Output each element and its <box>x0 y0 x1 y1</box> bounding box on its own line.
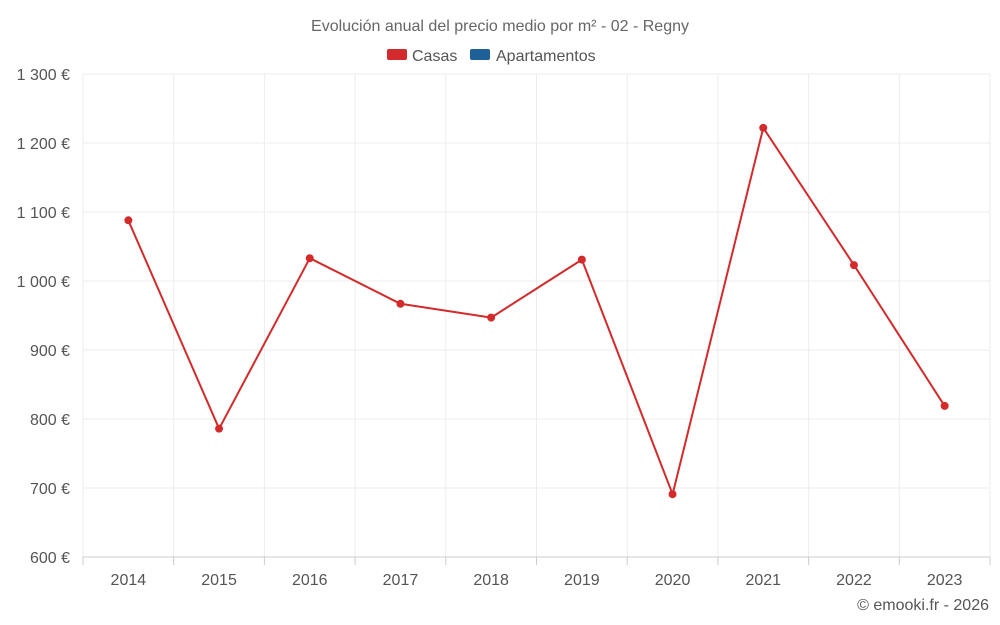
gridlines <box>82 73 991 557</box>
x-axis: 2014 2015 2016 2017 2018 2019 2020 2021 2022 2023 <box>82 556 991 589</box>
data-point[interactable] <box>759 123 768 132</box>
y-tick-label: 800 € <box>30 412 70 429</box>
y-axis: 600 € 700 € 800 € 900 € 1 000 € 1 100 € 1 200 … <box>17 67 70 567</box>
y-tick-label: 1 000 € <box>17 274 70 291</box>
x-tick-label: 2022 <box>836 572 872 589</box>
data-point[interactable] <box>577 255 586 264</box>
x-tick-label: 2023 <box>927 572 963 589</box>
x-tick-label: 2020 <box>655 572 691 589</box>
series-casas <box>124 123 949 499</box>
y-tick-label: 1 200 € <box>17 136 70 153</box>
data-point[interactable] <box>305 254 314 263</box>
legend-swatch-apartamentos <box>470 49 490 60</box>
x-tick-label: 2015 <box>201 572 237 589</box>
data-point[interactable] <box>849 261 858 270</box>
x-tick-label: 2018 <box>473 572 509 589</box>
legend-label-apartamentos: Apartamentos <box>496 48 596 65</box>
y-tick-label: 700 € <box>30 481 70 498</box>
x-tick-label: 2017 <box>383 572 419 589</box>
legend-swatch-casas <box>387 49 407 60</box>
legend-item-casas[interactable]: Casas <box>387 48 457 65</box>
chart-title: Evolución anual del precio medio por m² … <box>311 18 689 35</box>
data-point[interactable] <box>396 299 405 308</box>
y-tick-label: 600 € <box>30 550 70 567</box>
x-tick-label: 2019 <box>564 572 600 589</box>
y-tick-label: 1 300 € <box>17 67 70 84</box>
y-tick-label: 900 € <box>30 343 70 360</box>
data-point[interactable] <box>940 401 949 410</box>
data-point[interactable] <box>487 313 496 322</box>
series-line <box>127 126 946 496</box>
legend-item-apartamentos[interactable]: Apartamentos <box>470 48 596 65</box>
y-tick-label: 1 100 € <box>17 205 70 222</box>
data-point[interactable] <box>215 424 224 433</box>
legend-label-casas: Casas <box>412 48 457 65</box>
x-tick-label: 2016 <box>292 572 328 589</box>
data-point[interactable] <box>124 216 133 225</box>
credit-text: © emooki.fr - 2026 <box>857 597 989 614</box>
x-tick-label: 2021 <box>745 572 781 589</box>
x-tick-label: 2014 <box>111 572 147 589</box>
data-point[interactable] <box>668 490 677 499</box>
legend: Casas Apartamentos <box>387 48 596 65</box>
